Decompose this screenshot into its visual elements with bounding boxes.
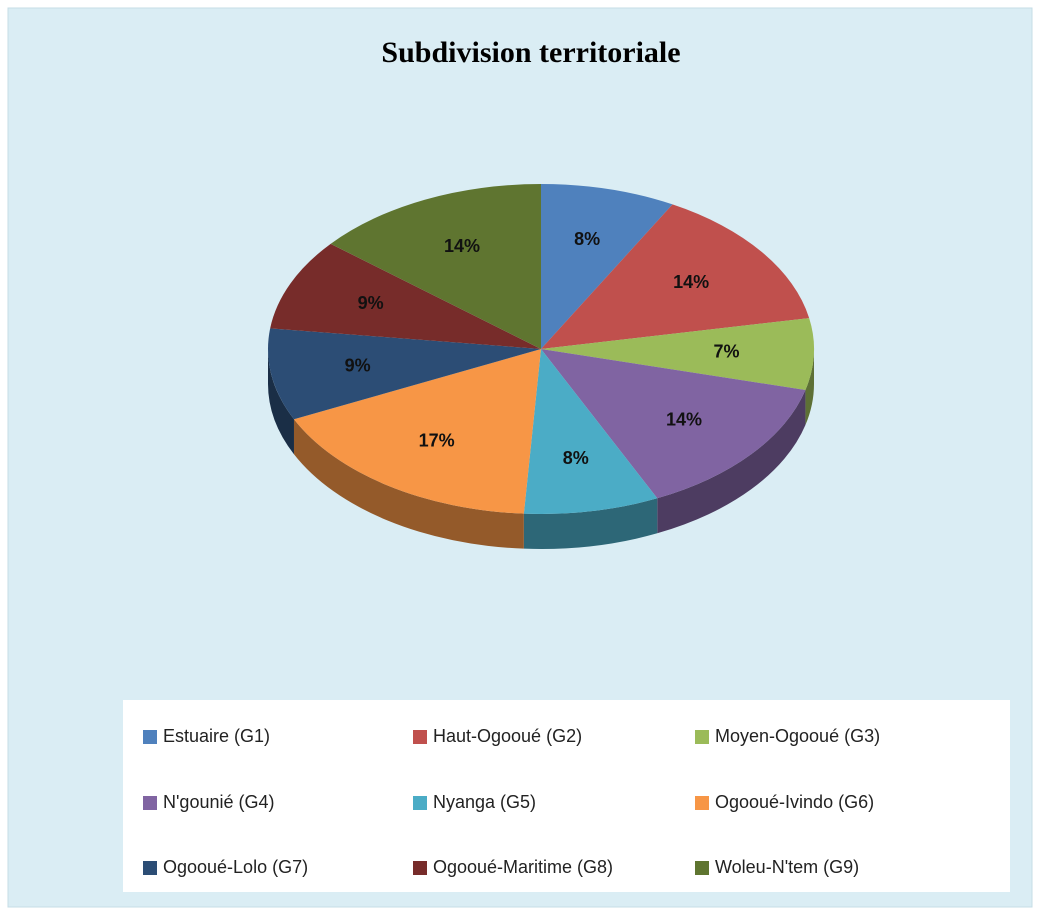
data-label: 9% <box>358 293 384 313</box>
legend-swatch <box>143 861 157 875</box>
slice <box>330 184 541 349</box>
data-label: 8% <box>574 229 600 249</box>
slice <box>523 349 658 515</box>
legend-swatch <box>695 730 709 744</box>
legend-swatch <box>413 796 427 810</box>
slice <box>541 349 806 499</box>
chart-title: Subdivision territoriale <box>381 36 680 69</box>
legend-label: N'gounié (G4) <box>163 792 275 812</box>
legend-label: Ogooué-Maritime (G8) <box>433 857 613 877</box>
data-label: 14% <box>444 236 480 256</box>
legend-box <box>123 700 1010 892</box>
legend-swatch <box>143 730 157 744</box>
slice <box>268 328 541 420</box>
legend-swatch <box>413 730 427 744</box>
legend-swatch <box>695 796 709 810</box>
data-label: 17% <box>419 431 455 451</box>
slice <box>541 204 810 349</box>
slice-side <box>293 419 524 549</box>
slice-side <box>523 498 658 549</box>
data-label: 9% <box>345 355 371 375</box>
slice <box>293 349 541 514</box>
data-label: 14% <box>673 272 709 292</box>
legend-swatch <box>413 861 427 875</box>
data-label: 7% <box>714 341 740 361</box>
slice <box>541 318 814 391</box>
legend-label: Nyanga (G5) <box>433 792 536 812</box>
legend-swatch <box>695 861 709 875</box>
legend-swatch <box>143 796 157 810</box>
legend-label: Estuaire (G1) <box>163 726 270 746</box>
slice <box>541 184 673 349</box>
slice-side <box>657 390 806 534</box>
legend-label: Haut-Ogooué (G2) <box>433 726 582 746</box>
data-label: 8% <box>563 448 589 468</box>
slice-side <box>268 349 294 455</box>
legend-label: Woleu-N'tem (G9) <box>715 857 859 877</box>
legend-label: Moyen-Ogooué (G3) <box>715 726 880 746</box>
slice <box>270 243 541 349</box>
slice-side <box>805 349 815 426</box>
data-label: 14% <box>666 409 702 429</box>
legend-label: Ogooué-Ivindo (G6) <box>715 792 874 812</box>
legend-label: Ogooué-Lolo (G7) <box>163 857 308 877</box>
